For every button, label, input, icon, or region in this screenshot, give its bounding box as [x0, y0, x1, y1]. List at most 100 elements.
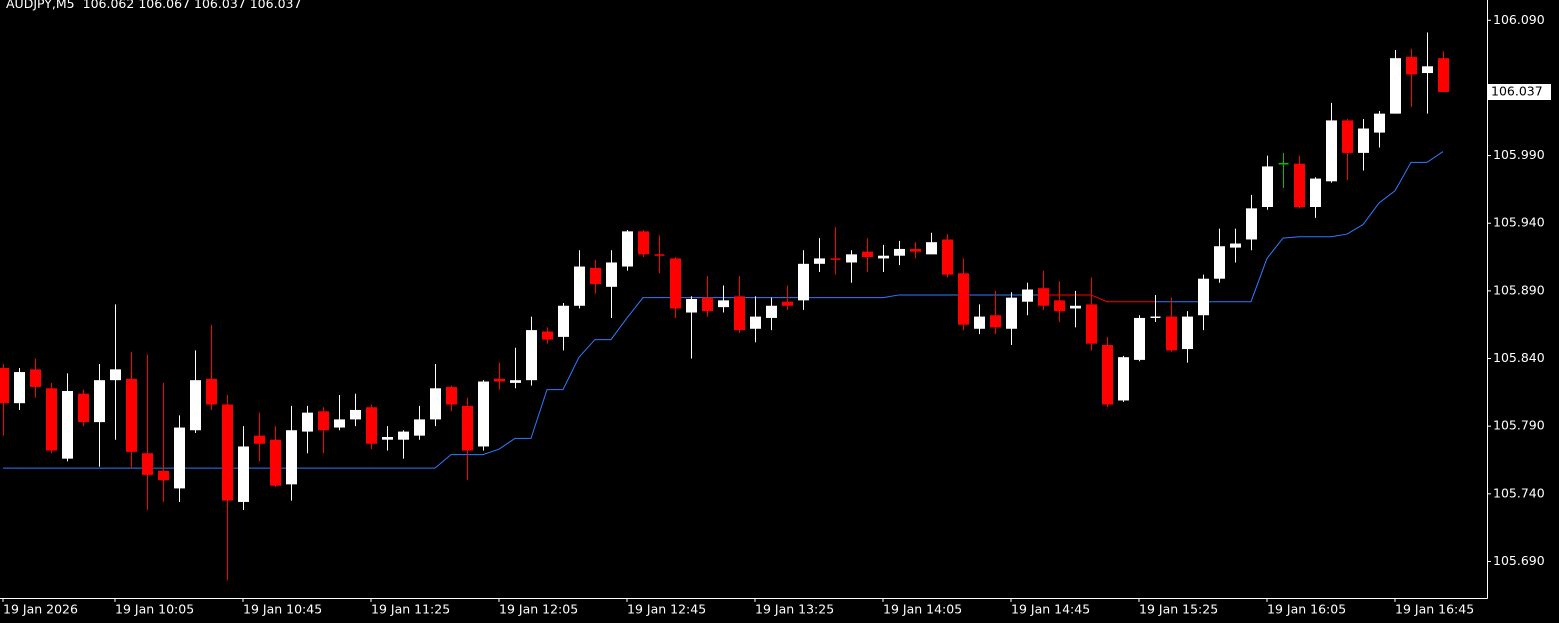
candle-body: [414, 419, 425, 436]
x-tick-label: 19 Jan 15:25: [1139, 602, 1218, 617]
y-tick-label: 105.940: [1493, 215, 1545, 230]
candle-body: [766, 305, 777, 318]
x-tick-label: 19 Jan 12:05: [499, 602, 578, 617]
header-low: 106.037: [194, 0, 246, 11]
candle-body: [862, 251, 873, 258]
candle-body: [1022, 289, 1033, 302]
candle-body: [174, 427, 185, 489]
candle-body: [958, 273, 969, 325]
candle-body: [1342, 120, 1353, 153]
candle-body: [222, 404, 233, 501]
x-tick-label: 19 Jan 16:45: [1395, 602, 1474, 617]
candle-body: [190, 380, 201, 431]
indicator-line: [1043, 294, 1155, 303]
chart-header: AUDJPY,M5 106.062 106.067 106.037 106.037: [6, 0, 301, 11]
candle-body: [1006, 297, 1017, 329]
candle-body: [1230, 243, 1241, 248]
x-tick-label: 19 Jan 14:45: [1011, 602, 1090, 617]
candle-body: [606, 262, 617, 287]
candle-body: [750, 316, 761, 329]
candle-body: [206, 378, 217, 405]
candle-body: [1374, 113, 1385, 133]
candle-body: [526, 330, 537, 381]
candle-body: [638, 231, 649, 255]
candle-body: [318, 411, 329, 431]
candle-body: [30, 369, 41, 387]
candle-body: [1070, 305, 1081, 309]
candle-body: [158, 470, 169, 481]
candle-body: [1118, 357, 1129, 401]
candle-body: [398, 431, 409, 440]
candle-body: [0, 368, 9, 404]
candle-body: [1166, 316, 1177, 351]
x-tick-label: 19 Jan 16:05: [1267, 602, 1346, 617]
candle-body: [1246, 208, 1257, 240]
candle-body: [1310, 178, 1321, 207]
candle-body: [910, 248, 921, 252]
candle-body: [686, 299, 697, 313]
current-price-label: 106.037: [1491, 84, 1543, 99]
candle-body: [782, 301, 793, 306]
candle-body: [1134, 317, 1145, 360]
candle-body: [622, 231, 633, 267]
candle-body: [14, 372, 25, 404]
candle-body: [94, 380, 105, 423]
candle-body: [1182, 316, 1193, 350]
current-price-box: [1488, 84, 1551, 100]
x-tick-label: 19 Jan 13:25: [755, 602, 834, 617]
candle-body: [942, 239, 953, 275]
candle-body: [974, 316, 985, 329]
candle-body: [1390, 58, 1401, 114]
x-tick-label: 19 Jan 10:05: [115, 602, 194, 617]
candle-body: [142, 453, 153, 475]
candle-body: [1198, 278, 1209, 316]
header-open: 106.062: [83, 0, 135, 11]
candle-body: [670, 258, 681, 309]
candle-body: [1406, 56, 1417, 75]
candle-body: [494, 378, 505, 382]
candle-body: [286, 430, 297, 485]
candle-body: [1294, 163, 1305, 207]
candle-body: [334, 419, 345, 428]
candle-body: [62, 391, 73, 459]
candle-body: [462, 405, 473, 451]
candle-body: [1086, 304, 1097, 344]
candle-body: [574, 266, 585, 306]
candle-body: [1438, 58, 1449, 92]
candle-body: [814, 258, 825, 264]
y-tick-label: 105.690: [1493, 553, 1545, 568]
candle-body: [110, 369, 121, 381]
candle-body: [1326, 120, 1337, 182]
candle-body: [302, 412, 313, 432]
candle-body: [350, 409, 361, 420]
header-close: 106.037: [250, 0, 302, 11]
candle-body: [238, 446, 249, 502]
candle-body: [366, 407, 377, 444]
candle-body: [990, 315, 1001, 328]
candle-body: [254, 435, 265, 444]
candle-body: [878, 255, 889, 259]
candle-body: [798, 263, 809, 301]
y-tick-label: 105.740: [1493, 485, 1545, 500]
y-tick-label: 105.790: [1493, 418, 1545, 433]
candle-body: [78, 393, 89, 423]
candle-body: [718, 300, 729, 308]
candle-body: [1054, 300, 1065, 312]
candle-body: [1262, 166, 1273, 207]
candle-body: [558, 305, 569, 337]
candle-body: [430, 388, 441, 420]
x-tick-label: 19 Jan 2026: [3, 602, 78, 617]
y-tick-label: 105.890: [1493, 282, 1545, 297]
candle-body: [1358, 128, 1369, 153]
x-tick-label: 19 Jan 14:05: [883, 602, 962, 617]
candle-body: [1102, 345, 1113, 405]
symbol-title: AUDJPY,M5: [6, 0, 75, 11]
candle-body: [1214, 246, 1225, 279]
candle-body: [1422, 66, 1433, 74]
candle-body: [126, 378, 137, 452]
x-tick-label: 19 Jan 11:25: [371, 602, 450, 617]
candle-body: [846, 254, 857, 263]
x-tick-label: 19 Jan 10:45: [243, 602, 322, 617]
y-tick-label: 105.840: [1493, 350, 1545, 365]
